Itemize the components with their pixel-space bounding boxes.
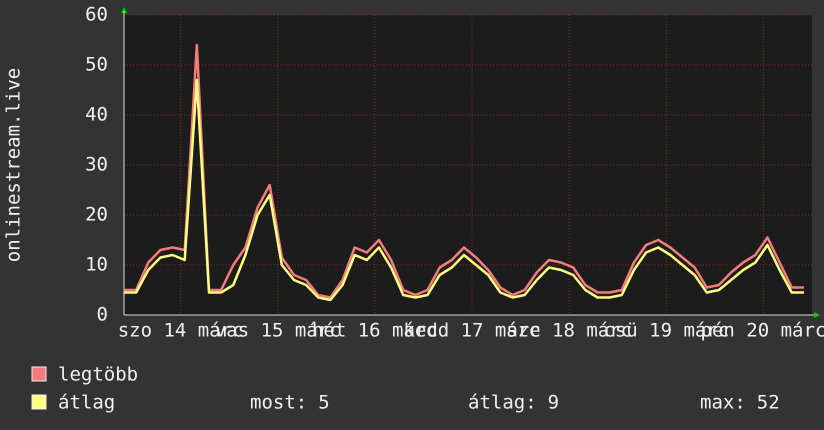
x-tick-label: csü 19 márc	[603, 320, 729, 342]
y-axis-label: onlinestream.live	[3, 68, 25, 262]
plot-area	[124, 15, 812, 315]
axis-arrow	[121, 7, 127, 13]
x-tick-label: vas 15 márc	[215, 320, 341, 342]
series-line	[124, 43, 804, 299]
y-tick-label: 50	[85, 54, 108, 76]
stat-label: most:	[250, 392, 307, 414]
x-tick-label: hét 16 márc	[312, 320, 438, 342]
stat-value: 5	[318, 392, 329, 414]
stat-label: átlag:	[468, 392, 537, 414]
y-tick-label: 10	[85, 254, 108, 276]
series-line	[124, 78, 804, 302]
axis-arrow	[814, 312, 820, 318]
y-tick-label: 60	[85, 4, 108, 26]
x-tick-label: szo 14 márc	[118, 320, 244, 342]
y-tick-label: 20	[85, 204, 108, 226]
legend-label: legtöbb	[58, 364, 138, 386]
y-tick-label: 40	[85, 104, 108, 126]
x-tick-label: kedd 17 márc	[403, 320, 540, 342]
legend-label: átlag	[58, 392, 115, 414]
y-tick-label: 0	[97, 304, 108, 326]
legend-swatch	[31, 394, 47, 410]
stat-value: 9	[548, 392, 559, 414]
x-tick-label: pén 20 márc	[701, 320, 824, 342]
stat-label: max:	[700, 392, 746, 414]
legend-swatch	[31, 366, 47, 382]
x-tick-label: sze 18 márc	[506, 320, 632, 342]
y-tick-label: 30	[85, 154, 108, 176]
stat-value: 52	[757, 392, 780, 414]
